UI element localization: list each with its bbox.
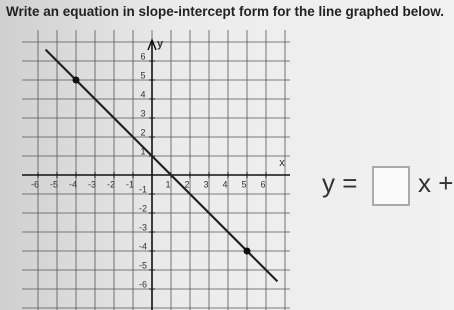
x-tick-label: 3 — [203, 179, 208, 189]
y-tick-label: -5 — [139, 260, 147, 270]
y-tick-label: 4 — [140, 89, 145, 99]
x-tick-label: -6 — [31, 179, 39, 189]
y-tick-label: -3 — [139, 222, 147, 232]
question: Write an equation in slope-intercept for… — [6, 4, 445, 19]
x-tick-label: -3 — [88, 179, 96, 189]
y-tick-label: 6 — [140, 51, 145, 61]
x-tick-label: 5 — [241, 179, 246, 189]
y-tick-label: 2 — [140, 127, 145, 137]
y-tick-label: 3 — [140, 108, 145, 118]
answer-input[interactable] — [372, 166, 410, 206]
x-tick-label: 1 — [165, 179, 170, 189]
y-tick-label: 1 — [140, 146, 145, 156]
equation-lhs: y = — [322, 168, 358, 198]
x-tick-label: 2 — [184, 179, 189, 189]
y-tick-label: -6 — [139, 279, 147, 289]
y-arrow — [147, 37, 157, 51]
x-axis-label: x — [279, 157, 285, 169]
x-tick-label: 6 — [260, 179, 265, 189]
x-tick-label: 4 — [222, 179, 227, 189]
point — [72, 76, 80, 84]
y-tick-label: -4 — [139, 241, 147, 251]
graphed-line — [44, 48, 279, 283]
x-tick-label: -4 — [69, 179, 77, 189]
y-tick-label: -1 — [139, 184, 147, 194]
y-tick-label: -2 — [139, 203, 147, 213]
x-tick-label: -2 — [107, 179, 115, 189]
y-axis-label: y — [157, 38, 164, 50]
y-tick-label: 5 — [140, 70, 145, 80]
x-tick-label: -5 — [50, 179, 58, 189]
point — [243, 247, 251, 255]
equation-rhs: x + — [418, 168, 454, 198]
x-tick-label: -1 — [126, 179, 134, 189]
graph: y x -6 -5 -4 -3 -2 -1 1 2 3 4 5 6 6 5 4 3 2 1 -1 -2 -3 -4 -5 -6 — [22, 30, 290, 310]
